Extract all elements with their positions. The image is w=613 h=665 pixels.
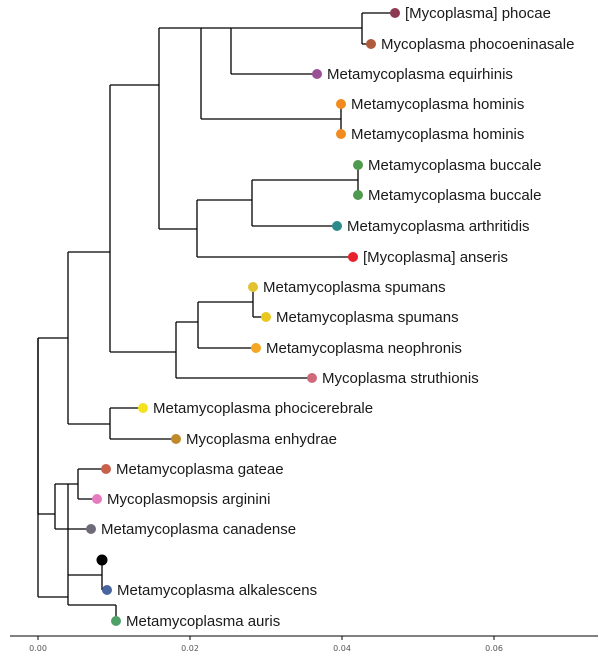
tip-point bbox=[86, 524, 96, 534]
tip-label: Metamycoplasma buccale bbox=[368, 187, 541, 204]
tip-point bbox=[248, 282, 258, 292]
tip-label: Metamycoplasma canadense bbox=[101, 521, 296, 538]
tip-point bbox=[353, 160, 363, 170]
x-tick-label: 0.02 bbox=[181, 644, 199, 653]
x-axis: 0.00 0.02 0.04 0.06 bbox=[10, 635, 598, 653]
tip-point bbox=[312, 69, 322, 79]
root-marker-dot bbox=[96, 554, 108, 566]
tip-label: Metamycoplasma buccale bbox=[368, 157, 541, 174]
tip-point bbox=[261, 312, 271, 322]
tip-point bbox=[348, 252, 358, 262]
tip-point bbox=[251, 343, 261, 353]
x-tick-label: 0.00 bbox=[29, 644, 47, 653]
tip-point bbox=[336, 99, 346, 109]
tip-label: Mycoplasma struthionis bbox=[322, 370, 479, 387]
tree-branches bbox=[37, 12, 395, 621]
tip-label: Metamycoplasma alkalescens bbox=[117, 582, 317, 599]
tip-point bbox=[366, 39, 376, 49]
tip-label: Metamycoplasma spumans bbox=[263, 279, 446, 296]
x-tick-label: 0.04 bbox=[333, 644, 351, 653]
tip-label: Mycoplasma phocoeninasale bbox=[381, 36, 574, 53]
tip-label: [Mycoplasma] phocae bbox=[405, 5, 551, 22]
tip-point bbox=[111, 616, 121, 626]
tip-label: Mycoplasma enhydrae bbox=[186, 431, 337, 448]
tip-label: [Mycoplasma] anseris bbox=[363, 249, 508, 266]
x-tick-label: 0.06 bbox=[485, 644, 503, 653]
tip-label: Metamycoplasma hominis bbox=[351, 126, 524, 143]
tip-point bbox=[336, 129, 346, 139]
tip-label: Mycoplasmopsis arginini bbox=[107, 491, 270, 508]
tip-label: Metamycoplasma spumans bbox=[276, 309, 459, 326]
tip-label: Metamycoplasma hominis bbox=[351, 96, 524, 113]
tip-point bbox=[138, 403, 148, 413]
tip-label: Metamycoplasma auris bbox=[126, 613, 280, 630]
tip-label: Metamycoplasma gateae bbox=[116, 461, 284, 478]
tree-tips: [Mycoplasma] phocae Mycoplasma phocoenina… bbox=[86, 5, 574, 630]
tip-point bbox=[92, 494, 102, 504]
tip-point bbox=[102, 585, 112, 595]
tip-label: Metamycoplasma equirhinis bbox=[327, 66, 513, 83]
tip-point bbox=[353, 190, 363, 200]
tip-point bbox=[101, 464, 111, 474]
tip-label: Metamycoplasma neophronis bbox=[266, 340, 462, 357]
tip-point bbox=[390, 8, 400, 18]
tip-point bbox=[307, 373, 317, 383]
tip-label: Metamycoplasma phocicerebrale bbox=[153, 400, 373, 417]
tip-point bbox=[171, 434, 181, 444]
tip-label: Metamycoplasma arthritidis bbox=[347, 218, 530, 235]
tip-point bbox=[332, 221, 342, 231]
